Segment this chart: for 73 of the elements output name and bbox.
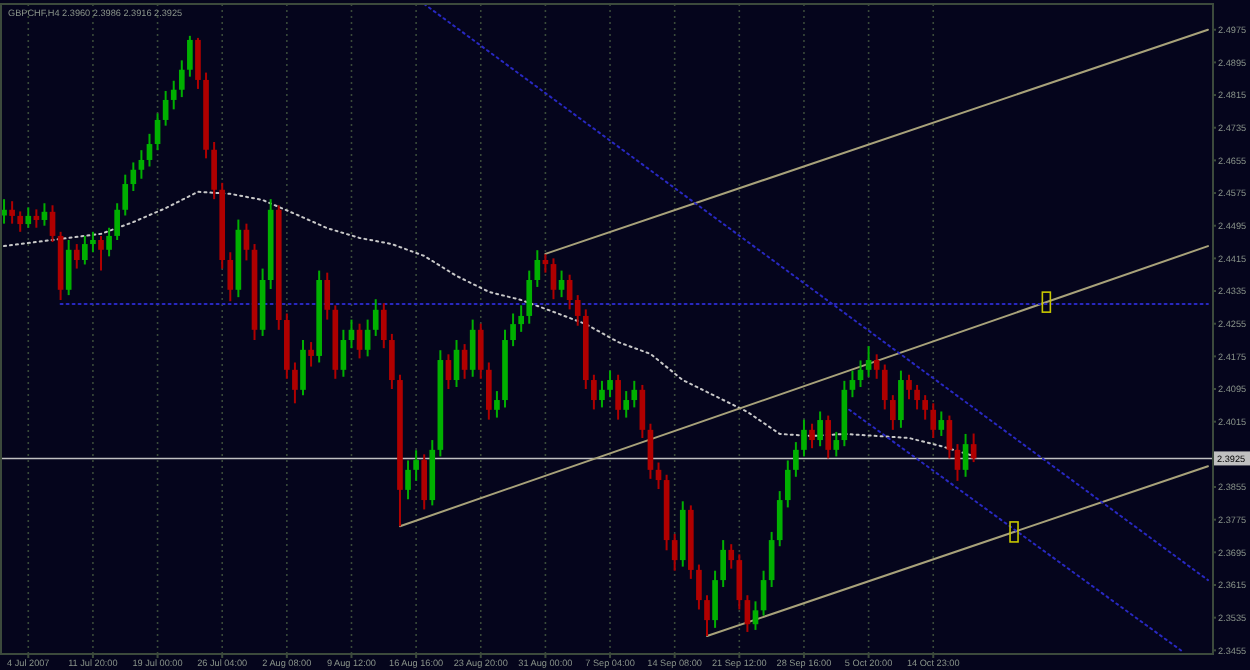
candlestick <box>833 430 840 458</box>
candlestick <box>631 379 638 409</box>
candlestick <box>292 361 298 405</box>
candlestick <box>914 383 920 411</box>
candlestick <box>486 361 492 421</box>
candlestick <box>413 449 419 482</box>
candlestick <box>518 304 524 333</box>
candlestick <box>873 353 880 380</box>
candlestick <box>308 341 314 368</box>
candlestick <box>170 79 177 111</box>
candlestick <box>591 373 597 411</box>
candlestick <box>696 563 702 611</box>
candlestick <box>776 490 783 548</box>
candlestick <box>599 379 605 409</box>
candlestick <box>526 269 533 325</box>
candlestick <box>114 202 120 241</box>
candlestick <box>930 402 937 440</box>
candlestick <box>962 432 969 478</box>
candlestick <box>720 539 726 589</box>
candlestick <box>865 345 872 378</box>
candlestick <box>534 249 541 288</box>
candlestick <box>187 34 193 78</box>
candlestick <box>809 422 815 450</box>
candlestick <box>25 206 32 229</box>
candlestick <box>65 238 72 297</box>
candlestick <box>380 302 387 350</box>
candlestick <box>469 318 476 378</box>
candlestick <box>728 543 735 570</box>
candlestick <box>881 363 888 411</box>
candlestick <box>9 200 15 225</box>
candlestick <box>324 271 331 321</box>
candlestick <box>211 141 217 201</box>
candlestick <box>494 390 500 419</box>
candlestick <box>615 373 621 421</box>
candlestick <box>574 294 581 327</box>
candlestick <box>90 230 96 254</box>
candlestick <box>736 553 743 611</box>
candlestick <box>106 226 112 258</box>
candlestick <box>73 243 80 270</box>
candlestick <box>607 369 613 399</box>
candlestick <box>784 459 791 509</box>
candlestick <box>389 332 395 391</box>
candlestick <box>178 59 185 99</box>
candlestick <box>98 234 104 272</box>
candlestick <box>938 410 945 437</box>
candlestick <box>712 569 718 629</box>
candlestick <box>82 234 88 266</box>
candlestick <box>227 251 234 303</box>
candlestick <box>906 373 912 401</box>
candlestick <box>477 322 484 380</box>
candlestick <box>671 532 678 572</box>
candlestick <box>558 269 565 299</box>
candlestick <box>122 173 129 217</box>
candlestick <box>300 339 306 397</box>
candlestick <box>801 418 807 458</box>
candlestick <box>372 298 379 337</box>
candlestick <box>17 210 24 233</box>
candlestick <box>130 161 137 192</box>
candlestick <box>898 369 904 429</box>
candlestick <box>825 414 832 460</box>
candlestick <box>890 394 896 431</box>
candlestick <box>138 149 145 180</box>
candlestick <box>421 453 428 511</box>
candlestick <box>550 257 557 301</box>
candlestick <box>922 394 928 421</box>
candlestick <box>510 312 516 348</box>
candlestick <box>704 594 710 638</box>
candlestick <box>405 459 411 501</box>
candlestick <box>793 441 799 478</box>
candlestick <box>817 410 823 448</box>
candlestick <box>849 369 856 399</box>
candlestick <box>623 390 630 419</box>
candlestick <box>195 36 201 90</box>
